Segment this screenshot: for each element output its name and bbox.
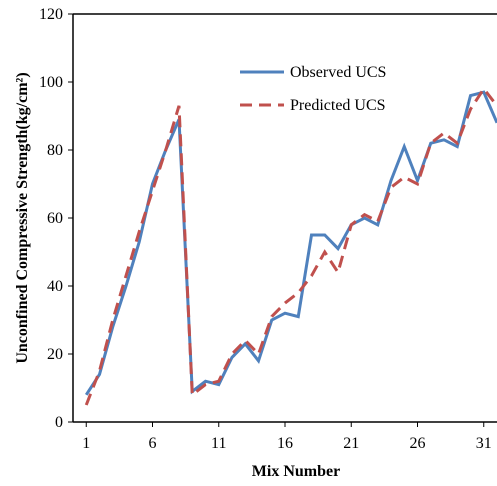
x-tick-label: 31: [476, 435, 492, 452]
x-tick-label: 1: [82, 435, 90, 452]
y-tick-label: 80: [47, 142, 63, 159]
x-axis-label: Mix Number: [252, 463, 340, 480]
x-tick-label: 11: [211, 435, 226, 452]
x-tick-label: 21: [343, 435, 359, 452]
x-tick-label: 6: [149, 435, 157, 452]
legend-label: Observed UCS: [290, 64, 386, 81]
y-tick-label: 120: [39, 6, 63, 23]
y-tick-label: 100: [39, 74, 63, 91]
y-axis-label: Unconfined Compressive Strength(kg/cm²): [14, 72, 31, 363]
y-tick-label: 20: [47, 346, 63, 363]
x-tick-label: 26: [410, 435, 426, 452]
data-line: [84, 90, 497, 396]
y-tick-label: 40: [47, 278, 63, 295]
y-tick-label: 60: [47, 210, 63, 227]
y-tick-label: 0: [55, 414, 63, 431]
x-tick-label: 16: [277, 435, 293, 452]
legend-label: Predicted UCS: [290, 97, 386, 114]
data-line: [84, 86, 497, 406]
